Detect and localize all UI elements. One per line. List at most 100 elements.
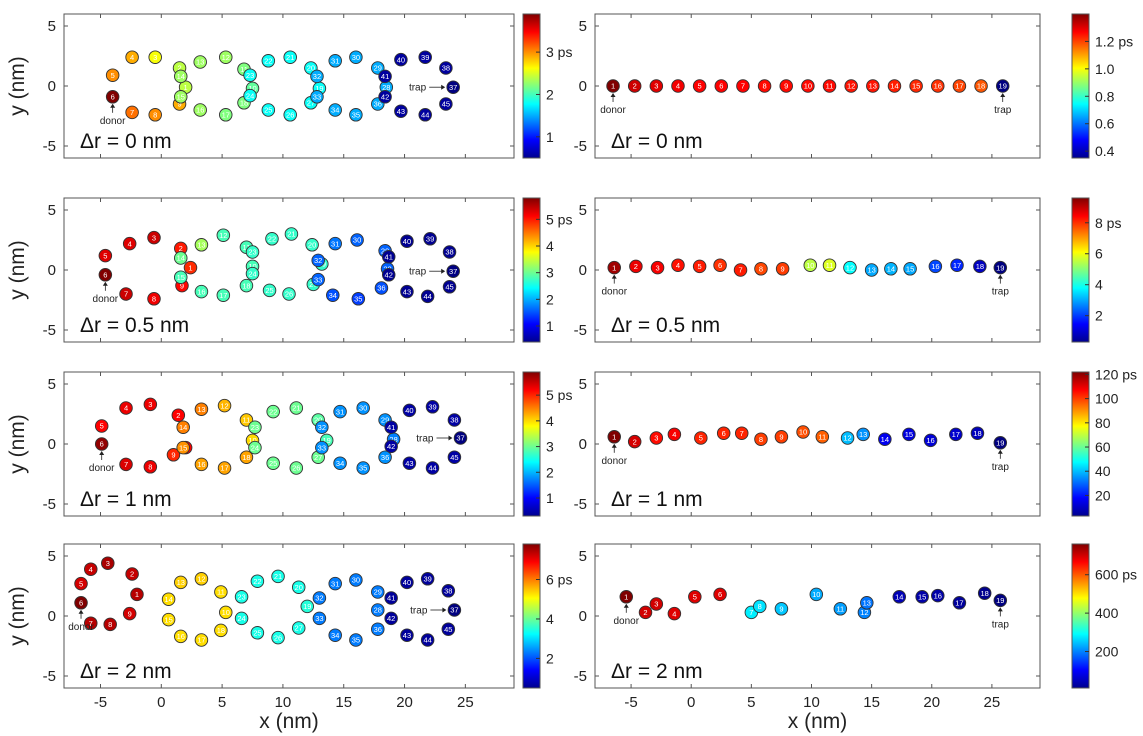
chromophore-point	[239, 278, 254, 293]
chromophore-label: 4	[672, 609, 676, 618]
chromophore-label: 3	[655, 263, 659, 272]
chromophore-label: 10	[248, 436, 256, 445]
chromophore-label: 35	[352, 111, 360, 120]
chromophore-label: 16	[926, 436, 934, 445]
chromophore-label: 14	[881, 435, 889, 444]
chromophore-label: 5	[699, 434, 703, 443]
chromophore-label: 5	[79, 579, 83, 588]
plot-frame	[594, 371, 1041, 517]
chromophore-point	[328, 576, 342, 591]
chromophore-label: 9	[177, 100, 181, 109]
colorbar	[1071, 543, 1090, 689]
colorbar-tick-label: 120 ps	[1095, 366, 1137, 382]
chromophore-label: 14	[179, 423, 187, 432]
chromophore-label: 3	[106, 559, 110, 568]
colorbar-tick-label: 3	[546, 439, 554, 455]
chromophore-point	[607, 430, 621, 444]
chromophore-label: 42	[387, 442, 395, 451]
chromophore-label: 11	[240, 65, 248, 74]
y-tick-label: 0	[579, 608, 587, 625]
chromophore-point	[446, 80, 460, 94]
chromophore-label: 2	[633, 82, 637, 91]
chromophore-label: 20	[314, 416, 322, 425]
chromophore-label: 2	[130, 570, 134, 579]
donor-label: donor	[89, 463, 115, 474]
chromophore-label: 23	[237, 593, 245, 602]
delta-r-label: Δr = 2 nm	[80, 660, 172, 683]
chromophore-label: 4	[676, 261, 680, 270]
delta-r-label: Δr = 0.5 nm	[611, 314, 720, 337]
chromophore-label: 45	[444, 625, 452, 634]
donor-arrowhead	[78, 609, 84, 614]
trap-arrowhead	[448, 435, 453, 441]
chromophore-point	[356, 401, 370, 415]
chromophore-point	[161, 612, 176, 627]
x-tick-label: 5	[218, 694, 226, 711]
chromophore-label: 5	[698, 262, 702, 271]
y-tick-label: -5	[574, 496, 587, 513]
chromophore-point	[931, 79, 945, 93]
chromophore-point	[442, 245, 457, 259]
y-tick-label: 5	[579, 202, 587, 219]
trap-label: trap	[992, 619, 1010, 630]
chromophore-point	[265, 232, 279, 246]
delta-r-label: Δr = 0 nm	[80, 130, 172, 153]
chromophore-point	[243, 68, 257, 82]
chromophore-point	[447, 450, 462, 464]
chromophore-point	[887, 79, 902, 93]
chromophore-point	[214, 585, 228, 599]
chromophore-point	[952, 596, 967, 610]
x-tick-label: 10	[275, 694, 292, 711]
chromophore-point	[394, 104, 408, 118]
y-axis-label: y (nm)	[6, 414, 29, 474]
chromophore-point	[193, 55, 207, 69]
trap-arrowhead	[1000, 93, 1006, 97]
chromophore-label: 8	[152, 295, 156, 304]
colorbar-tick-label: 1	[546, 129, 554, 145]
chromophore-point	[425, 461, 440, 475]
chromophore-label: 1	[184, 83, 188, 92]
chromophore-point	[844, 79, 858, 93]
chromophore-label: 35	[352, 636, 360, 645]
chromophore-point	[650, 260, 665, 275]
chromophore-label: 16	[197, 287, 205, 296]
chromophore-label: 29	[374, 64, 382, 73]
chromophore-label: 13	[867, 266, 875, 275]
chromophore-point	[94, 437, 109, 451]
chromophore-label: 13	[863, 599, 871, 608]
y-tick-label: 0	[579, 78, 587, 95]
chromophore-label: 13	[859, 430, 867, 439]
trap-label: trap	[416, 434, 434, 445]
chromophore-label: 3	[654, 600, 658, 609]
chromophore-label: 33	[318, 443, 326, 452]
chromophore-label: 25	[253, 629, 261, 638]
chromophore-label: 45	[445, 283, 453, 292]
chromophore-point	[305, 238, 319, 252]
chromophore-label: 9	[784, 82, 788, 91]
y-tick-label: 0	[48, 608, 56, 625]
chromophore-point	[796, 425, 810, 439]
donor-arrowhead	[110, 103, 116, 108]
chromophore-point	[245, 266, 260, 281]
colorbar-tick-label: 0.6	[1095, 116, 1115, 132]
chromophore-label: 19	[323, 436, 331, 445]
chromophore-label: 16	[177, 632, 185, 641]
chromophore-label: 24	[248, 269, 256, 278]
chromophore-point	[425, 400, 440, 414]
chromophore-label: 24	[251, 443, 259, 452]
chromophore-point	[977, 586, 992, 600]
chromophore-label: 32	[315, 594, 323, 603]
chromophore-point	[105, 68, 120, 82]
chromophore-point	[878, 432, 892, 446]
chromophore-label: 5	[693, 593, 697, 602]
chromophore-point	[349, 633, 363, 647]
chromophore-label: 42	[385, 271, 393, 280]
chromophore-point	[312, 611, 327, 626]
chromophore-point	[282, 287, 296, 301]
chromophore-label: 38	[442, 64, 450, 73]
donor-label: donor	[68, 622, 94, 633]
chromophore-point	[147, 292, 161, 306]
chromophore-point	[300, 599, 314, 614]
chromophore-point	[439, 61, 453, 75]
